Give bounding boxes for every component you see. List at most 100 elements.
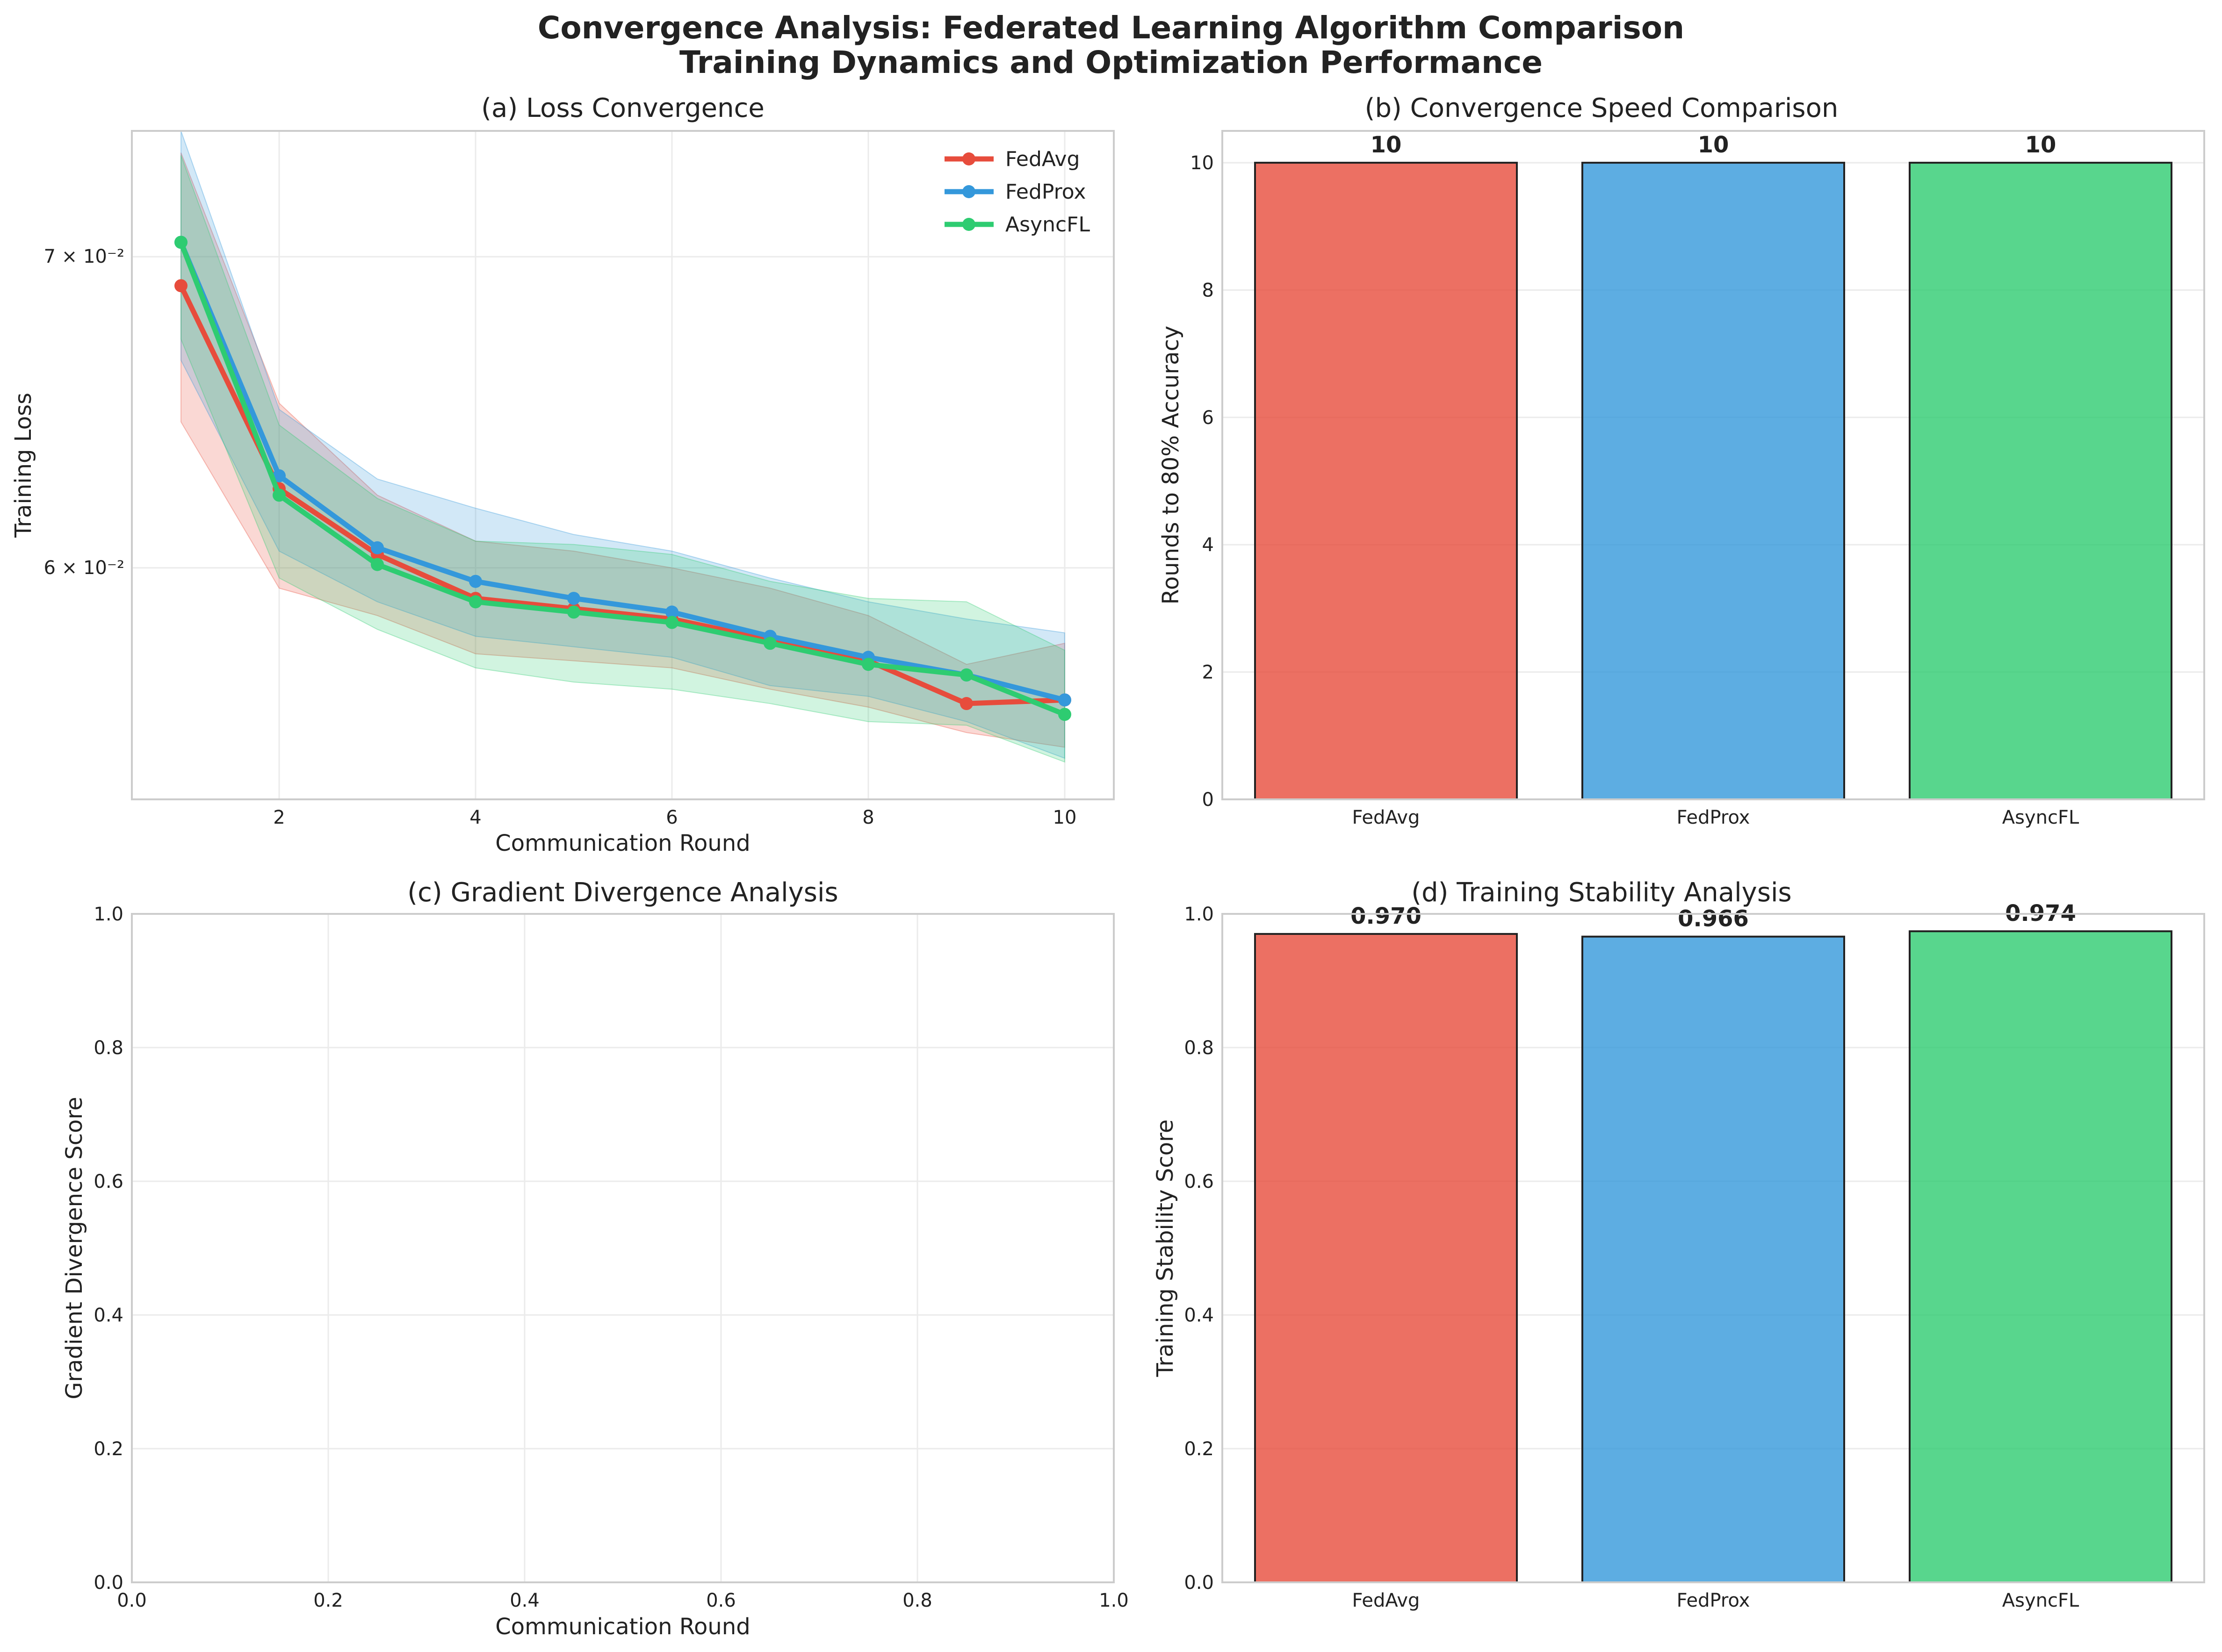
bar-value-label: 0.966 xyxy=(1678,906,1749,932)
data-point-fedprox xyxy=(371,541,384,554)
bar-fedavg xyxy=(1254,933,1518,1583)
bar-fedprox xyxy=(1581,162,1845,801)
series-line-fedavg xyxy=(179,284,1065,706)
panel-d-ytick-label: 0.2 xyxy=(1184,1438,1214,1460)
panel-a-ytick-label: 6 × 10⁻² xyxy=(44,557,124,579)
panel-training-stability: 0.970 0.966 0.974 0.00.20.40.60.81.0FedAvg… xyxy=(1152,877,2205,1611)
bar-value-label: 10 xyxy=(1371,132,1402,158)
panel-b-ytick-label: 8 xyxy=(1202,280,1214,301)
panel-c-xtick-label: 0.4 xyxy=(510,1590,540,1611)
panel-b-ytick-label: 6 xyxy=(1202,407,1214,429)
panel-b-ytick-label: 10 xyxy=(1190,152,1214,174)
data-point-asyncfl xyxy=(960,668,973,682)
panel-c-ytick-label: 1.0 xyxy=(94,904,123,925)
bar-fedavg xyxy=(1254,162,1518,801)
data-point-asyncfl xyxy=(273,488,286,502)
legend-marker-fedavg xyxy=(962,152,975,165)
panel-d-title: (d) Training Stability Analysis xyxy=(1411,877,1791,908)
panel-gradient-divergence: (c) Gradient Divergence Analysis 0.0 0.2 0… xyxy=(61,877,1129,1640)
bar-asyncfl xyxy=(1909,930,2172,1583)
bar-value-label: 10 xyxy=(2025,132,2056,158)
panel-c-xtick-label: 0.8 xyxy=(902,1590,932,1611)
data-point-fedprox xyxy=(1058,693,1071,707)
legend-marker-fedprox xyxy=(962,185,975,198)
legend-label-fedavg: FedAvg xyxy=(1005,147,1080,171)
panel-a-xtick-label: 4 xyxy=(469,807,481,828)
series-band-fedavg xyxy=(180,152,1065,748)
panel-b-ytick-label: 4 xyxy=(1202,534,1214,556)
data-point-asyncfl xyxy=(1058,708,1071,721)
panel-b-title: (b) Convergence Speed Comparison xyxy=(1365,93,1839,123)
data-point-asyncfl xyxy=(567,605,580,619)
panel-c-xtick-label: 0.0 xyxy=(117,1590,147,1611)
series-band-fedprox xyxy=(180,130,1065,759)
panel-c-xtick-label: 1.0 xyxy=(1099,1590,1129,1611)
bar-asyncfl xyxy=(1909,162,2172,801)
data-point-asyncfl xyxy=(862,658,875,671)
panel-c-ytick-label: 0.8 xyxy=(94,1037,123,1059)
data-point-fedprox xyxy=(273,469,286,482)
data-point-asyncfl xyxy=(174,236,188,249)
panel-c-ytick-label: 0.6 xyxy=(94,1171,123,1192)
bar-value-label: 0.970 xyxy=(1350,903,1421,929)
panel-c-title: (c) Gradient Divergence Analysis xyxy=(407,877,838,908)
panel-c-ylabel: Gradient Divergence Score xyxy=(61,1097,87,1399)
figure-title-line2: Training Dynamics and Optimization Perfo… xyxy=(679,44,1543,80)
bar-value-label: 10 xyxy=(1698,132,1729,158)
panel-d-ytick-label: 1.0 xyxy=(1184,904,1214,925)
panel-b-xtick-label: AsyncFL xyxy=(2002,807,2079,828)
data-point-fedavg xyxy=(174,279,188,293)
data-point-fedavg xyxy=(960,697,973,711)
panel-a-title: (a) Loss Convergence xyxy=(481,93,765,123)
legend-label-asyncfl: AsyncFL xyxy=(1005,213,1090,237)
panel-d-ylabel: Training Stability Score xyxy=(1152,1120,1178,1378)
panel-d-frame xyxy=(1221,913,2205,1583)
panel-b-frame xyxy=(1221,130,2205,800)
panel-b-xtick-label: FedAvg xyxy=(1352,807,1420,828)
panel-a-ylabel: Training Loss xyxy=(10,393,36,538)
panel-c-xlabel: Communication Round xyxy=(495,1614,750,1640)
panel-a-xtick-label: 2 xyxy=(273,807,285,828)
data-point-asyncfl xyxy=(371,558,384,571)
panel-d-ytick-label: 0.4 xyxy=(1184,1305,1214,1326)
panel-c-ytick-label: 0.4 xyxy=(94,1305,123,1326)
panel-b-xtick-label: FedProx xyxy=(1677,807,1750,828)
panel-c-ytick-label: 0.2 xyxy=(94,1438,123,1460)
series-line-fedprox xyxy=(178,241,1066,703)
panel-convergence-speed: (b) Convergence Speed Comparison 10 10 10 … xyxy=(1158,93,2205,828)
panel-d-xtick-label: AsyncFL xyxy=(2002,1590,2079,1611)
panel-c-frame xyxy=(131,913,1115,1583)
panel-a-legend: FedAvg FedProx AsyncFL xyxy=(945,147,1090,237)
panel-loss-convergence: (a) Loss Convergence 2 4 6 8 10 6 × 10⁻² 7 × 1… xyxy=(10,93,1115,856)
panel-c-xtick-label: 0.6 xyxy=(706,1590,736,1611)
panel-b-ytick-label: 2 xyxy=(1202,662,1214,683)
legend-label-fedprox: FedProx xyxy=(1005,180,1086,204)
panel-b-ylabel: Rounds to 80% Accuracy xyxy=(1158,326,1184,605)
panel-d-ytick-label: 0.6 xyxy=(1184,1171,1214,1192)
panel-a-xtick-label: 6 xyxy=(666,807,678,828)
bar-fedprox xyxy=(1581,935,1845,1583)
panel-a-frame xyxy=(131,130,1115,800)
panel-c-ytick-label: 0.0 xyxy=(94,1572,123,1594)
panel-a-xlabel: Communication Round xyxy=(495,830,750,856)
panel-b-ytick-label: 0 xyxy=(1202,789,1214,811)
panel-d-ytick-label: 0.8 xyxy=(1184,1037,1214,1059)
panel-d-xtick-label: FedProx xyxy=(1677,1590,1750,1611)
data-point-fedprox xyxy=(469,575,482,588)
panel-d-xtick-label: FedAvg xyxy=(1352,1590,1420,1611)
panel-d-ytick-label: 0.0 xyxy=(1184,1572,1214,1594)
series-band-asyncfl xyxy=(180,155,1065,763)
data-point-asyncfl xyxy=(764,637,777,650)
panel-a-xtick-label: 10 xyxy=(1053,807,1077,828)
panel-c-xtick-label: 0.2 xyxy=(313,1590,343,1611)
panel-a-xtick-label: 8 xyxy=(862,807,874,828)
data-point-asyncfl xyxy=(469,595,482,609)
data-point-fedprox xyxy=(665,605,678,619)
legend-marker-asyncfl xyxy=(962,218,975,231)
data-point-asyncfl xyxy=(665,616,678,629)
figure-title-line1: Convergence Analysis: Federated Learning… xyxy=(538,10,1684,46)
panel-a-ytick-label: 7 × 10⁻² xyxy=(44,246,124,267)
data-point-fedprox xyxy=(567,592,580,605)
series-line-asyncfl xyxy=(178,241,1066,717)
